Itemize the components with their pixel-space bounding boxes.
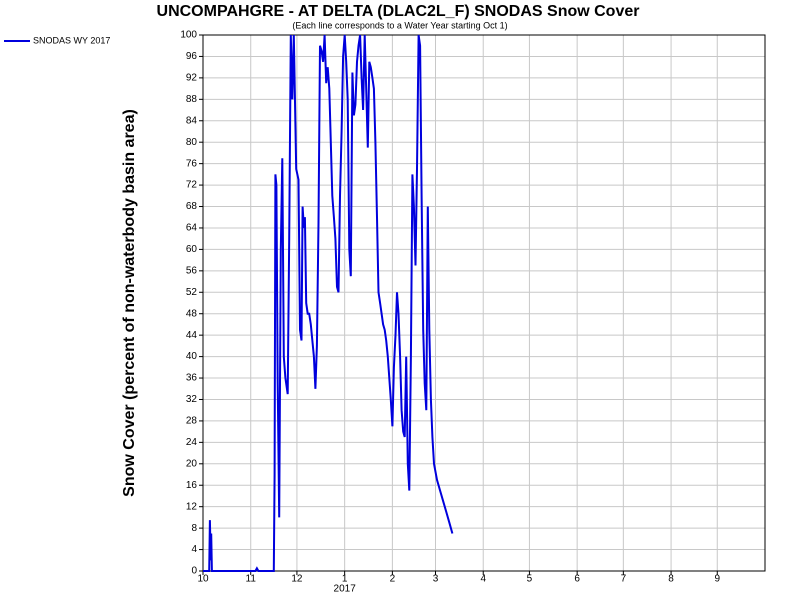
- y-tick-label: 96: [186, 51, 198, 62]
- y-tick-label: 40: [186, 351, 198, 362]
- y-tick-label: 56: [186, 265, 198, 276]
- y-tick-label: 64: [186, 223, 198, 234]
- y-tick-label: 48: [186, 308, 198, 319]
- legend-label: SNODAS WY 2017: [33, 35, 110, 45]
- y-tick-label: 44: [186, 330, 198, 341]
- x-tick-label: 8: [668, 574, 674, 585]
- y-tick-label: 24: [186, 437, 198, 448]
- x-tick-label: 4: [480, 574, 486, 585]
- y-tick-label: 4: [191, 544, 197, 555]
- x-tick-label: 10: [197, 574, 209, 585]
- x-tick-label: 6: [574, 574, 580, 585]
- y-tick-label: 20: [186, 458, 198, 469]
- x-tick-label: 11: [246, 574, 257, 585]
- x-tick-label: 9: [714, 574, 720, 585]
- y-tick-label: 52: [186, 287, 198, 298]
- y-tick-label: 100: [180, 30, 197, 41]
- data-line: [203, 34, 454, 572]
- y-tick-label: 72: [186, 180, 198, 191]
- x-tick-label: 2: [390, 574, 396, 585]
- plot-frame: [202, 34, 766, 572]
- chart-title: UNCOMPAHGRE - AT DELTA (DLAC2L_F) SNODAS…: [157, 3, 640, 20]
- y-tick-label: 16: [186, 480, 198, 491]
- y-tick-label: 12: [186, 501, 198, 512]
- x-annotation: 2017: [334, 584, 357, 595]
- y-tick-label: 60: [186, 244, 198, 255]
- x-tick-label: 1: [342, 574, 348, 585]
- x-tick-label: 5: [527, 574, 533, 585]
- y-tick-label: 76: [186, 158, 198, 169]
- y-tick-label: 68: [186, 201, 198, 212]
- x-tick-label: 3: [433, 574, 439, 585]
- x-tick-label: 7: [621, 574, 627, 585]
- y-tick-label: 84: [186, 115, 198, 126]
- y-tick-label: 0: [191, 566, 197, 577]
- y-tick-label: 28: [186, 416, 198, 427]
- y-tick-label: 8: [191, 523, 197, 534]
- y-tick-label: 92: [186, 73, 198, 84]
- y-tick-label: 88: [186, 94, 198, 105]
- y-tick-label: 36: [186, 373, 198, 384]
- y-tick-label: 80: [186, 137, 198, 148]
- x-tick-label: 12: [291, 574, 303, 585]
- chart-subtitle: (Each line corresponds to a Water Year s…: [292, 20, 507, 30]
- y-axis-label: Snow Cover (percent of non-waterbody bas…: [121, 109, 138, 497]
- y-tick-label: 32: [186, 394, 198, 405]
